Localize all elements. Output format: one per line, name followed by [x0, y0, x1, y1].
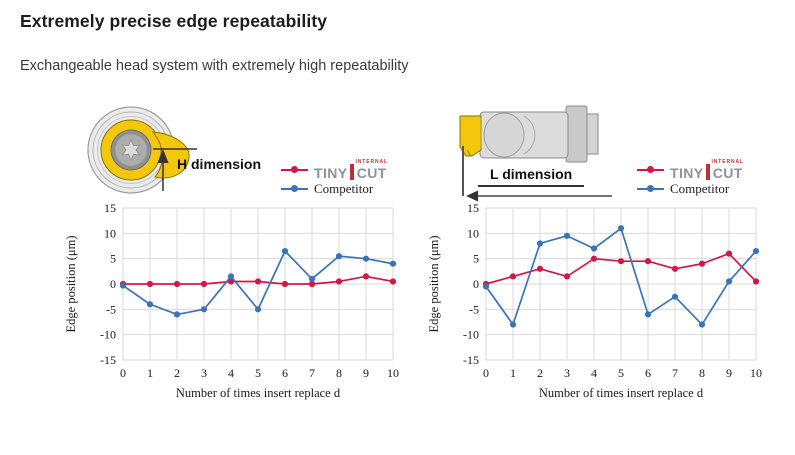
svg-text:5: 5: [473, 252, 479, 266]
competitor-label: Competitor: [314, 180, 374, 196]
competitor-line-marker-icon: [637, 185, 664, 192]
h-dimension-label: H dimension: [177, 156, 262, 172]
h-dimension-arrow-icon: [153, 148, 197, 191]
svg-text:10: 10: [750, 366, 762, 380]
tinycut-logo: TINY INTERNAL CUT: [670, 158, 744, 181]
svg-text:8: 8: [699, 366, 705, 380]
h-dimension-plot: 15 10 5 0 -5 -10 -15 0 1 2 3 4 5 6 7 8 9 10 Number of time…: [64, 201, 399, 400]
svg-text:0: 0: [473, 277, 479, 291]
torx-screw-icon: [121, 139, 141, 161]
competitor-line-marker-icon: [281, 185, 308, 192]
svg-text:7: 7: [309, 366, 315, 380]
h-chart-legend: TINY INTERNAL CUT Competitor: [281, 158, 388, 197]
page-subtitle: Exchangeable head system with extremely …: [20, 58, 409, 74]
l-dimension-arrow-icon: [466, 190, 612, 202]
legend-row-competitor: Competitor: [281, 180, 388, 197]
logo-text-internal: INTERNAL: [711, 158, 744, 165]
legend-row-competitor: Competitor: [637, 180, 744, 197]
svg-text:Number of times insert repl: Number of times insert replace d: [539, 386, 704, 400]
h-dimension-chart-group: H dimension TINY INTERNAL CUT Competitor…: [55, 100, 420, 435]
svg-text:0: 0: [110, 277, 116, 291]
svg-text:15: 15: [467, 201, 479, 215]
svg-text:10: 10: [104, 226, 116, 240]
svg-text:-15: -15: [100, 353, 116, 367]
svg-text:15: 15: [104, 201, 116, 215]
svg-text:-10: -10: [463, 328, 479, 342]
svg-text:Edge position (μm): Edge position (μm): [64, 236, 78, 333]
svg-text:0: 0: [483, 366, 489, 380]
svg-text:1: 1: [147, 366, 153, 380]
svg-text:0: 0: [120, 366, 126, 380]
l-dimension-chart-group: L dimension TINY INTERNAL CUT Competitor…: [418, 100, 783, 435]
l-dimension-label: L dimension: [478, 166, 585, 187]
tinycut-line-marker-icon: [637, 166, 664, 173]
logo-text-tiny: TINY: [314, 164, 348, 181]
svg-text:8: 8: [336, 366, 342, 380]
l-dimension-plot: 15 10 5 0 -5 -10 -15 0 1 2 3 4 5 6 7 8 9 10 Number of time…: [427, 201, 762, 400]
logo-bar-icon: [705, 163, 710, 180]
legend-row-tinycut: TINY INTERNAL CUT: [281, 158, 388, 181]
page-title: Extremely precise edge repeatability: [20, 11, 328, 31]
logo-text-internal: INTERNAL: [355, 158, 388, 165]
svg-text:3: 3: [564, 366, 570, 380]
tinycut-line-marker-icon: [281, 166, 308, 173]
svg-text:2: 2: [174, 366, 180, 380]
l-dimension-extension-line: [462, 146, 464, 196]
svg-text:6: 6: [645, 366, 651, 380]
svg-text:5: 5: [110, 252, 116, 266]
svg-text:-10: -10: [100, 328, 116, 342]
competitor-label: Competitor: [670, 180, 730, 196]
boring-tool-head-image: [459, 105, 599, 163]
svg-text:4: 4: [228, 366, 234, 380]
svg-text:4: 4: [591, 366, 597, 380]
tinycut-logo: TINY INTERNAL CUT: [314, 158, 388, 181]
svg-text:10: 10: [387, 366, 399, 380]
logo-text-tiny: TINY: [670, 164, 704, 181]
svg-text:-5: -5: [469, 302, 479, 316]
l-chart-legend: TINY INTERNAL CUT Competitor: [637, 158, 744, 197]
svg-text:Edge position (μm): Edge position (μm): [427, 236, 441, 333]
svg-text:Number of times insert repl: Number of times insert replace d: [176, 386, 341, 400]
logo-bar-icon: [349, 163, 354, 180]
svg-text:5: 5: [255, 366, 261, 380]
svg-text:5: 5: [618, 366, 624, 380]
svg-text:9: 9: [726, 366, 732, 380]
logo-text-cut: CUT: [712, 164, 743, 181]
svg-text:-5: -5: [106, 302, 116, 316]
svg-text:10: 10: [467, 226, 479, 240]
svg-text:3: 3: [201, 366, 207, 380]
svg-text:2: 2: [537, 366, 543, 380]
svg-text:9: 9: [363, 366, 369, 380]
svg-text:6: 6: [282, 366, 288, 380]
svg-text:-15: -15: [463, 353, 479, 367]
svg-text:1: 1: [510, 366, 516, 380]
svg-text:7: 7: [672, 366, 678, 380]
legend-row-tinycut: TINY INTERNAL CUT: [637, 158, 744, 181]
logo-text-cut: CUT: [356, 164, 387, 181]
